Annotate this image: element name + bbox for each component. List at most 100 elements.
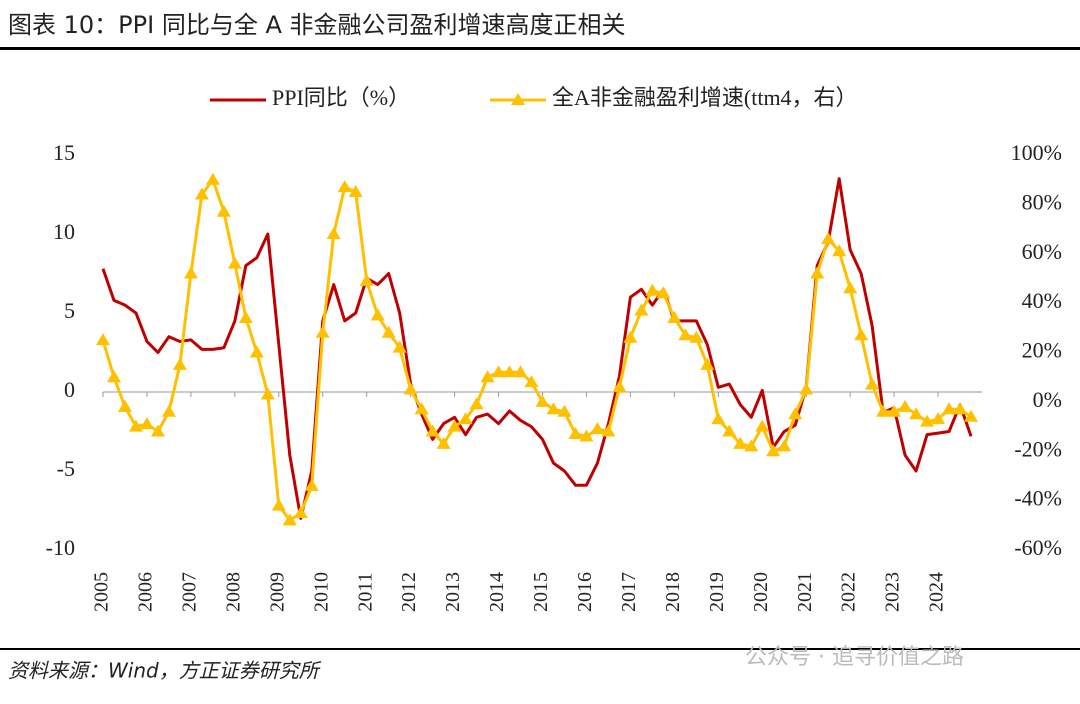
y2-tick-label: -60% <box>1014 535 1062 560</box>
marker <box>722 424 737 437</box>
marker <box>788 407 803 420</box>
watermark: 公众号 · 追寻价值之路 <box>745 645 964 670</box>
y2-tick-label: 40% <box>1022 288 1062 313</box>
marker <box>304 478 319 491</box>
x-tick-label: 2022 <box>838 572 860 612</box>
y-tick-label: -5 <box>57 456 75 481</box>
marker <box>623 330 638 343</box>
marker <box>392 340 407 353</box>
marker <box>931 412 946 425</box>
series-line <box>101 177 973 520</box>
y-tick-label: 10 <box>53 219 75 244</box>
marker <box>183 266 198 279</box>
marker <box>150 424 165 437</box>
marker <box>161 404 176 417</box>
marker <box>678 328 693 341</box>
marker <box>612 380 627 393</box>
marker <box>524 375 539 388</box>
x-tick-label: 2018 <box>662 572 684 612</box>
marker <box>601 424 616 437</box>
y2-tick-label: 100% <box>1011 140 1062 165</box>
page-title: 图表 10：PPI 同比与全 A 非金融公司盈利增速高度正相关 <box>8 11 626 39</box>
marker <box>271 498 286 511</box>
x-tick-label: 2023 <box>882 572 904 612</box>
marker <box>876 404 891 417</box>
marker <box>513 365 528 378</box>
x-tick-label: 2012 <box>398 572 420 612</box>
marker <box>887 404 902 417</box>
marker <box>227 256 242 269</box>
y2-tick-label: 0% <box>1033 387 1062 412</box>
x-tick-label: 2008 <box>222 572 244 612</box>
marker <box>293 505 308 518</box>
marker <box>568 426 583 439</box>
marker <box>810 266 825 279</box>
marker <box>557 404 572 417</box>
footer-rule <box>0 648 1080 650</box>
marker <box>502 365 517 378</box>
marker <box>865 377 880 390</box>
y2-tick-label: -40% <box>1014 486 1062 511</box>
marker <box>766 444 781 457</box>
marker <box>348 185 363 198</box>
marker <box>689 330 704 343</box>
marker <box>546 402 561 415</box>
marker <box>469 397 484 410</box>
marker <box>337 180 352 193</box>
y-tick-label: 0 <box>64 377 75 402</box>
marker <box>414 402 429 415</box>
marker <box>216 204 231 217</box>
marker <box>898 399 913 412</box>
y-tick-label: 5 <box>64 298 75 323</box>
marker <box>96 333 110 346</box>
y-tick-label: 15 <box>53 140 75 165</box>
marker <box>447 419 462 432</box>
x-tick-label: 2017 <box>618 572 640 612</box>
marker <box>326 227 341 239</box>
marker <box>854 328 869 341</box>
marker <box>799 382 814 395</box>
marker <box>942 402 957 415</box>
x-tick-label: 2016 <box>574 572 596 612</box>
marker <box>205 172 220 185</box>
x-tick-label: 2015 <box>530 572 552 612</box>
marker <box>260 387 275 400</box>
marker <box>733 436 748 449</box>
y-tick-label: -10 <box>46 535 75 560</box>
marker <box>667 310 682 323</box>
marker <box>821 231 836 244</box>
marker <box>370 308 385 321</box>
marker <box>777 439 792 452</box>
marker <box>590 422 605 435</box>
marker <box>755 419 770 432</box>
marker <box>106 370 121 383</box>
marker <box>700 357 715 370</box>
series-line <box>101 178 972 522</box>
legend-label: PPI同比（%） <box>272 85 410 110</box>
marker <box>579 429 594 442</box>
marker <box>238 310 253 323</box>
marker <box>359 273 374 286</box>
marker <box>381 325 396 338</box>
marker <box>139 417 154 430</box>
x-tick-label: 2005 <box>91 572 113 612</box>
marker <box>249 345 264 358</box>
marker <box>744 439 759 452</box>
marker <box>843 281 858 294</box>
marker <box>436 436 451 449</box>
y2-tick-label: -20% <box>1014 436 1062 461</box>
x-tick-label: 2007 <box>178 572 200 612</box>
marker <box>458 412 473 425</box>
x-tick-label: 2020 <box>750 572 772 612</box>
marker <box>315 325 330 338</box>
y2-tick-label: 20% <box>1022 338 1062 363</box>
marker <box>425 424 440 437</box>
legend-label: 全A非金融盈利增速(ttm4，右） <box>552 85 858 110</box>
title-rule <box>0 47 1080 50</box>
marker <box>909 407 924 420</box>
x-tick-label: 2019 <box>706 572 728 612</box>
marker <box>656 286 671 299</box>
marker <box>194 187 209 200</box>
